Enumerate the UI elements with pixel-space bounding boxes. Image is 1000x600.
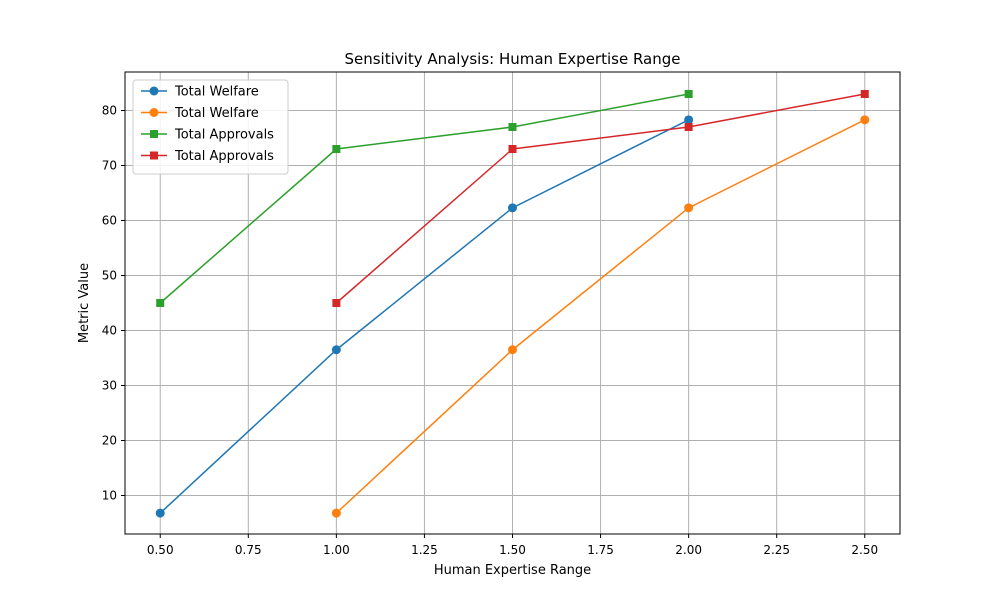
x-tick-label: 1.50 xyxy=(499,543,526,557)
series-4 xyxy=(332,90,869,307)
data-point xyxy=(860,115,870,125)
y-tick-label: 20 xyxy=(102,434,117,448)
y-tick-label: 10 xyxy=(102,489,117,503)
series-1 xyxy=(155,115,694,518)
x-tick-label: 1.75 xyxy=(587,543,614,557)
legend-label: Total Approvals xyxy=(174,128,274,143)
legend-marker xyxy=(149,108,159,117)
y-axis-label: Metric Value xyxy=(77,263,92,343)
x-tick-label: 0.75 xyxy=(235,543,262,557)
y-tick-label: 50 xyxy=(102,269,117,283)
x-tick-label: 1.25 xyxy=(411,543,438,557)
tick-layer: 0.50 0.75 1.00 1.25 1.50 1.75 2.00 2.25 2.50 10 20… xyxy=(102,104,878,558)
x-tick-label: 0.50 xyxy=(147,543,174,557)
data-point xyxy=(508,123,517,131)
series-line xyxy=(335,93,865,304)
y-tick-label: 70 xyxy=(102,159,117,173)
data-point xyxy=(155,508,165,518)
legend-marker xyxy=(150,130,158,138)
data-point xyxy=(331,345,341,355)
legend-box xyxy=(132,79,289,175)
legend-label: Total Welfare xyxy=(174,85,259,100)
series-line xyxy=(159,93,689,304)
data-point xyxy=(156,299,165,307)
legend-marker xyxy=(149,86,159,96)
data-point xyxy=(508,203,517,213)
data-point xyxy=(508,345,517,355)
series-3 xyxy=(156,90,693,307)
data-point xyxy=(684,115,694,125)
y-tick-label: 30 xyxy=(102,379,117,393)
data-point xyxy=(508,145,517,153)
series-line xyxy=(159,119,689,514)
legend: Total Welfare Total Welfare Total Approval… xyxy=(132,79,289,175)
y-tick-label: 80 xyxy=(102,104,117,118)
data-point xyxy=(332,299,341,307)
legend-marker xyxy=(150,151,158,160)
x-tick-label: 2.00 xyxy=(675,543,702,557)
y-tick-label: 60 xyxy=(102,214,117,228)
series-layer xyxy=(155,90,870,518)
x-tick-label: 1.00 xyxy=(323,543,350,557)
data-point xyxy=(332,145,341,153)
data-point xyxy=(331,508,341,518)
legend-item: Total Approvals xyxy=(141,128,274,143)
legend-item: Total Welfare xyxy=(141,85,259,100)
chart-title: Sensitivity Analysis: Human Expertise Ra… xyxy=(344,50,680,68)
x-axis-label: Human Expertise Range xyxy=(434,563,591,578)
data-point xyxy=(860,90,869,98)
y-tick-label: 40 xyxy=(102,324,117,338)
legend-item: Total Welfare xyxy=(141,106,259,121)
data-point xyxy=(684,203,694,213)
legend-label: Total Approvals xyxy=(174,149,274,164)
legend-label: Total Welfare xyxy=(174,106,259,121)
data-point xyxy=(684,123,693,131)
legend-item: Total Approvals xyxy=(141,149,274,164)
x-tick-label: 2.25 xyxy=(763,543,790,557)
data-point xyxy=(684,90,693,98)
x-tick-label: 2.50 xyxy=(851,543,878,557)
series-2 xyxy=(331,115,870,518)
series-line xyxy=(335,119,866,514)
